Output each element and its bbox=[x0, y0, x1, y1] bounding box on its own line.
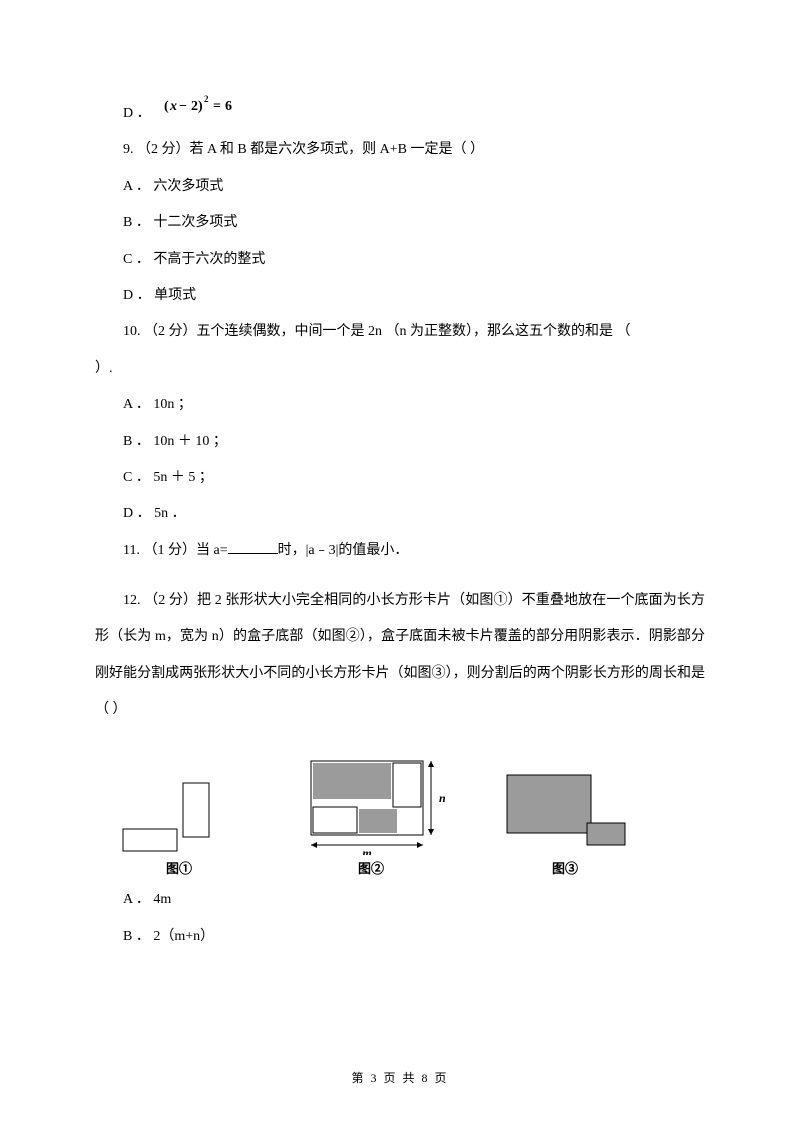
svg-text:=: = bbox=[213, 99, 221, 114]
blank-input-line bbox=[228, 540, 278, 554]
q12-para: 12. （2 分）把 2 张形状大小完全相同的小长方形卡片（如图①）不重叠地放在… bbox=[95, 583, 705, 729]
figure-2-svg: mn bbox=[291, 755, 451, 855]
q12-A: A ． 4m bbox=[95, 882, 705, 918]
svg-text:(: ( bbox=[164, 99, 169, 114]
q10-stem-line2: ）. bbox=[95, 351, 705, 387]
figure-2: mn 图② bbox=[291, 755, 451, 877]
q9-B: B ． 十二次多项式 bbox=[95, 205, 705, 241]
equation-image: ( x − 2) 2 = 6 bbox=[164, 95, 248, 132]
q10-C: C ． 5n ＋ 5 ； bbox=[95, 460, 705, 496]
figure-1-caption: 图① bbox=[166, 861, 192, 877]
figure-2-caption: 图② bbox=[358, 861, 384, 877]
q9-D: D ． 单项式 bbox=[95, 278, 705, 314]
figure-3-svg bbox=[499, 771, 631, 855]
svg-text:m: m bbox=[362, 846, 371, 855]
q9-A: A ． 六次多项式 bbox=[95, 169, 705, 205]
figure-3: 图③ bbox=[499, 771, 631, 877]
page-footer: 第 3 页 共 8 页 bbox=[0, 1063, 800, 1094]
q11-prefix: 11. （1 分）当 a= bbox=[123, 543, 228, 558]
figure-1-svg bbox=[115, 779, 243, 855]
q12-B: B ． 2（m+n） bbox=[95, 919, 705, 955]
figure-3-caption: 图③ bbox=[552, 861, 578, 877]
svg-text:n: n bbox=[439, 791, 446, 805]
figure-1: 图① bbox=[115, 779, 243, 877]
figure-row: 图① mn 图② 图③ bbox=[95, 743, 705, 883]
option-d-label: D ． bbox=[123, 106, 151, 121]
svg-text:6: 6 bbox=[225, 99, 232, 114]
svg-text:2: 2 bbox=[204, 95, 209, 104]
q9-stem: 9. （2 分）若 A 和 B 都是六次多项式，则 A+B 一定是（ ） bbox=[95, 132, 705, 168]
svg-text:2): 2) bbox=[191, 99, 203, 114]
svg-text:x: x bbox=[169, 99, 177, 114]
svg-text:−: − bbox=[179, 99, 187, 114]
q11-stem: 11. （1 分）当 a= 时，|a﹣3|的值最小． bbox=[95, 533, 705, 569]
q11-suffix: 时，|a﹣3|的值最小． bbox=[278, 543, 409, 558]
q10-B: B ． 10n ＋ 10 ； bbox=[95, 424, 705, 460]
q9-C: C ． 不高于六次的整式 bbox=[95, 242, 705, 278]
q10-stem-line1: 10. （2 分）五个连续偶数，中间一个是 2n （n 为正整数），那么这五个数… bbox=[95, 314, 705, 350]
q10-D: D ． 5n ． bbox=[95, 496, 705, 532]
q10-A: A ． 10n ； bbox=[95, 387, 705, 423]
